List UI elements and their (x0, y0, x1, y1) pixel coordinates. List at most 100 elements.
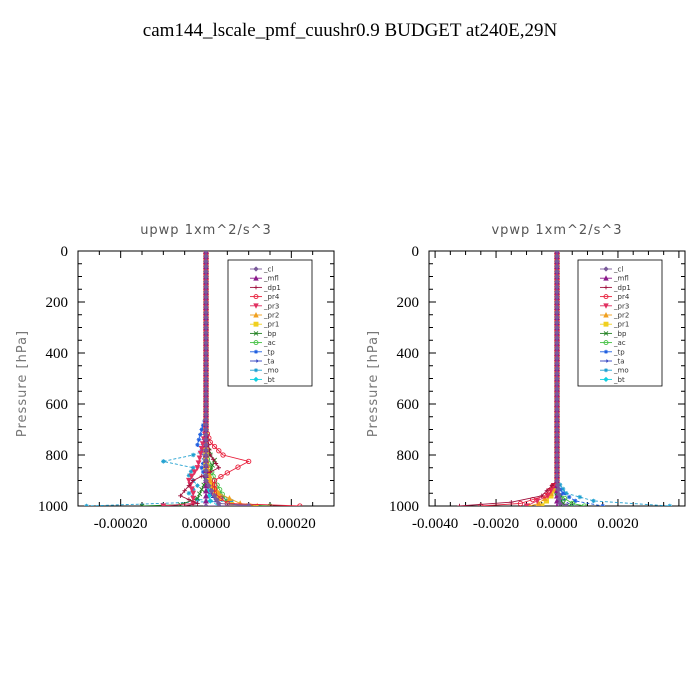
data-point-pr2 (535, 500, 542, 506)
legend-label: _cl (263, 266, 273, 274)
legend-label: _ac (613, 339, 626, 347)
y-tick-label: 0 (412, 244, 420, 260)
data-point-cl (554, 447, 560, 453)
legend-marker (603, 321, 609, 327)
data-point-dp1 (182, 503, 187, 506)
data-point-dp1 (549, 483, 555, 488)
legend-marker (253, 311, 259, 318)
data-point-mo (563, 491, 569, 496)
data-point-pr3 (195, 460, 202, 467)
data-point-dp1 (208, 469, 213, 475)
data-point-cl (203, 288, 209, 295)
data-point-cl (213, 496, 220, 503)
chart-panel-upwp: upwp 1xm^2/s^3 Pressure [hPa] 0 200 400 600 80… (15, 223, 335, 532)
data-point-cl (554, 304, 560, 310)
data-point-dp1 (539, 493, 544, 498)
data-point-pr3 (188, 486, 195, 493)
data-point-cl (203, 329, 209, 336)
legend-label: _pr1 (613, 321, 629, 329)
panel-title: vpwp 1xm^2/s^3 (491, 223, 622, 238)
data-point-pr3 (196, 455, 203, 462)
data-point-cl (554, 390, 560, 397)
legend-label: _bt (263, 376, 275, 384)
data-point-pr4 (246, 458, 252, 465)
y-tick-label: 0 (61, 244, 69, 260)
data-point-cl (203, 345, 209, 351)
data-point-cl (554, 314, 560, 321)
data-point-cl (203, 452, 209, 458)
legend-marker (254, 285, 258, 290)
data-point-cl (554, 380, 560, 387)
data-point-cl (554, 426, 560, 433)
y-tick-label: 800 (46, 448, 69, 464)
data-point-tp (196, 437, 202, 442)
legend-label: _pr3 (263, 302, 279, 310)
y-tick-label: 600 (46, 397, 69, 413)
data-point-cl (203, 401, 209, 407)
data-point-cl (203, 390, 209, 397)
data-point-mfl (203, 497, 209, 504)
data-point-ac (561, 495, 568, 501)
data-point-cl (554, 294, 560, 300)
data-point-cl (203, 319, 209, 326)
data-point-mo (667, 503, 672, 506)
data-point-tp (200, 469, 206, 475)
legend-marker (604, 285, 608, 290)
data-point-pr4 (220, 452, 226, 458)
data-point-mo (591, 498, 596, 504)
data-point-cl (554, 309, 560, 316)
data-point-cl (554, 477, 560, 484)
data-point-mo (560, 486, 566, 492)
legend-label: _tp (263, 348, 275, 356)
data-point-cl (203, 273, 209, 280)
data-point-cl (554, 345, 560, 351)
legend-marker (253, 303, 259, 309)
data-point-cl (554, 355, 560, 361)
data-point-cl (554, 472, 560, 479)
data-point-cl (554, 263, 560, 270)
legend-label: _mo (263, 367, 279, 375)
legend-marker (253, 294, 259, 300)
data-point-cl (203, 324, 209, 331)
series-line-pr3 (526, 251, 558, 506)
legend-label: _pr1 (263, 321, 279, 329)
x-tick-label: 0.0020 (597, 516, 638, 532)
data-point-pr4 (517, 500, 524, 506)
data-point-mo (186, 491, 192, 496)
data-point-cl (554, 350, 560, 356)
data-point-cl (203, 304, 209, 310)
data-point-ac (569, 500, 575, 506)
data-point-cl (556, 496, 563, 502)
data-point-cl (554, 375, 560, 382)
panel-title: upwp 1xm^2/s^3 (140, 223, 272, 238)
data-point-tp (195, 442, 200, 447)
data-point-cl (203, 253, 209, 259)
data-point-cl (203, 350, 209, 356)
data-point-bt (207, 498, 214, 504)
y-axis-label: Pressure [hPa] (366, 330, 381, 437)
legend-marker (254, 349, 258, 354)
y-tick-label: 800 (397, 448, 420, 464)
data-point-cl (554, 441, 560, 448)
legend-marker (604, 349, 608, 354)
data-point-cl (557, 500, 563, 506)
legend-label: _pr3 (613, 302, 629, 310)
data-point-cl (554, 258, 560, 265)
data-point-cl (203, 314, 209, 321)
data-point-dp1 (190, 478, 196, 483)
chart-panel-vpwp: vpwp 1xm^2/s^3 Pressure [hPa] 0 200 400 600 80… (366, 223, 686, 532)
series-line-pr2 (529, 251, 558, 506)
legend-marker (603, 340, 609, 346)
data-point-cl (203, 467, 209, 474)
data-point-mfl (555, 502, 559, 506)
data-point-mo (190, 452, 196, 458)
data-point-cl (554, 385, 560, 392)
legend-marker (253, 321, 259, 327)
data-point-cl (554, 452, 560, 458)
data-point-cl (554, 462, 560, 469)
data-point-cl (203, 431, 209, 438)
x-tick-label: 0.00000 (182, 516, 231, 532)
x-tick-label: -0.0020 (473, 516, 519, 532)
x-tick-label: 0.00020 (267, 516, 316, 532)
